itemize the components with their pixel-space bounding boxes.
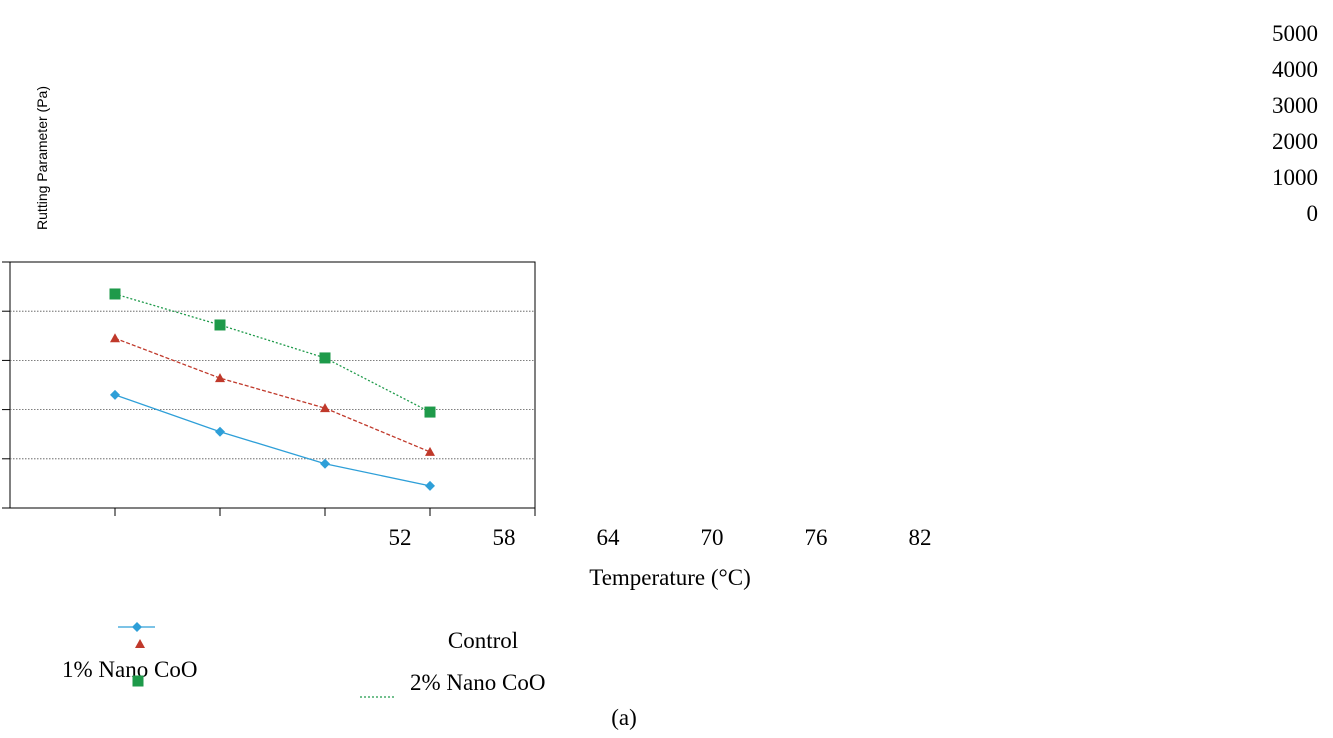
marker <box>215 426 225 437</box>
x-tick-label: 82 <box>909 525 932 550</box>
marker <box>109 288 121 300</box>
legend-marker <box>132 622 142 632</box>
marker <box>110 389 120 400</box>
y-tick-label: 0 <box>1307 201 1319 226</box>
marker <box>214 319 226 331</box>
legend-label: 1% Nano CoO <box>62 657 197 682</box>
marker <box>319 352 331 364</box>
caption: (a) <box>611 705 637 730</box>
marker <box>425 480 435 491</box>
marker <box>425 446 435 456</box>
x-axis-label: Temperature (°C) <box>589 565 750 590</box>
x-tick-label: 64 <box>597 525 621 550</box>
y-axis-label: Rutting Parameter (Pa) <box>34 86 50 230</box>
marker <box>215 373 225 383</box>
legend-label: Control <box>448 628 518 653</box>
y-tick-label: 3000 <box>1272 93 1318 118</box>
marker <box>110 333 120 343</box>
y-tick-label: 1000 <box>1272 165 1318 190</box>
marker <box>320 458 330 469</box>
y-tick-label: 2000 <box>1272 129 1318 154</box>
legend-marker <box>132 675 144 687</box>
x-tick-label: 76 <box>805 525 828 550</box>
legend-label: 2% Nano CoO <box>410 670 545 695</box>
x-tick-label: 58 <box>493 525 516 550</box>
plot-frame <box>9 261 536 509</box>
series-line <box>114 394 431 487</box>
x-tick-label: 70 <box>701 525 724 550</box>
series-line <box>114 337 431 453</box>
y-tick-label: 5000 <box>1272 21 1318 46</box>
legend-marker <box>135 639 145 648</box>
marker <box>424 406 436 418</box>
marker <box>320 403 330 413</box>
series-line <box>114 293 431 413</box>
x-tick-label: 52 <box>389 525 412 550</box>
y-tick-label: 4000 <box>1272 57 1318 82</box>
